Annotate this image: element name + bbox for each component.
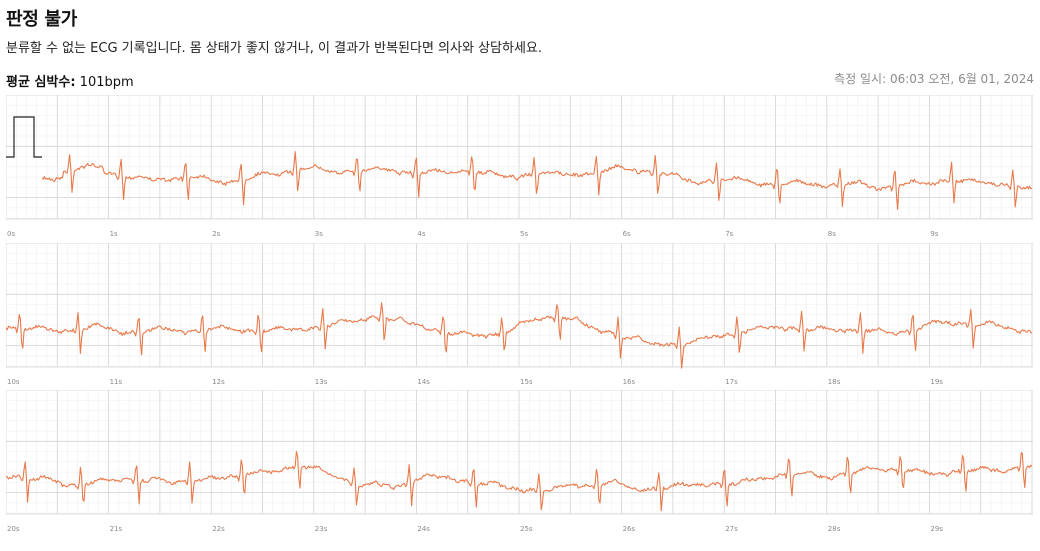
ecg-strip-1: 0s 1s 2s 3s 4s 5s 6s 7s 8s 9s — [6, 95, 1033, 247]
time-tick-label: 29s — [930, 525, 943, 533]
ecg-strip-2: 10s 11s 12s 13s 14s 15s 16s 17s 18s 19s — [6, 243, 1033, 395]
calibration-pulse — [6, 116, 42, 158]
time-tick-label: 9s — [930, 230, 938, 238]
time-tick-label: 22s — [212, 525, 225, 533]
result-description: 분류할 수 없는 ECG 기록입니다. 몸 상태가 좋지 않거나, 이 결과가 … — [6, 41, 543, 56]
ecg-trace — [41, 151, 1033, 210]
time-tick-label: 14s — [417, 378, 430, 386]
time-tick-label: 13s — [315, 378, 328, 386]
time-tick-label: 20s — [7, 525, 20, 533]
time-tick-label: 8s — [828, 230, 836, 238]
time-tick-label: 16s — [623, 378, 636, 386]
time-tick-label: 26s — [623, 525, 636, 533]
ecg-grid — [6, 95, 1033, 220]
ecg-strip-1-svg: 0s 1s 2s 3s 4s 5s 6s 7s 8s 9s — [6, 95, 1033, 238]
time-tick-label: 0s — [7, 230, 15, 238]
time-tick-label: 10s — [7, 378, 20, 386]
time-tick-label: 12s — [212, 378, 225, 386]
ecg-grid — [6, 243, 1033, 368]
ecg-strip-3-svg: 20s 21s 22s 23s 24s 25s 26s 27s 28s 29s — [6, 390, 1033, 533]
heart-rate-label: 평균 심박수: — [6, 75, 76, 90]
time-tick-label: 18s — [828, 378, 841, 386]
time-tick-label: 23s — [315, 525, 328, 533]
ecg-grid — [6, 390, 1033, 515]
time-tick-label: 11s — [110, 378, 123, 386]
ecg-trace — [6, 302, 1033, 369]
time-tick-label: 19s — [930, 378, 943, 386]
time-tick-label: 3s — [315, 230, 323, 238]
heart-rate-value: 101bpm — [79, 75, 134, 90]
ecg-strip-3: 20s 21s 22s 23s 24s 25s 26s 27s 28s 29s — [6, 390, 1033, 542]
time-tick-label: 21s — [110, 525, 123, 533]
time-tick-label: 28s — [828, 525, 841, 533]
time-tick-label: 7s — [725, 230, 733, 238]
time-tick-label: 6s — [623, 230, 631, 238]
time-tick-label: 15s — [520, 378, 533, 386]
page-title: 판정 불가 — [6, 9, 78, 30]
time-tick-label: 17s — [725, 378, 738, 386]
ecg-trace — [6, 450, 1033, 512]
time-tick-label: 24s — [417, 525, 430, 533]
time-tick-label: 1s — [110, 230, 118, 238]
recorded-at: 측정 일시: 06:03 오전, 6월 01, 2024 — [834, 72, 1034, 86]
time-tick-label: 5s — [520, 230, 528, 238]
average-heart-rate: 평균 심박수: 101bpm — [6, 71, 134, 90]
ecg-strip-2-svg: 10s 11s 12s 13s 14s 15s 16s 17s 18s 19s — [6, 243, 1033, 386]
time-tick-label: 2s — [212, 230, 220, 238]
time-tick-label: 25s — [520, 525, 533, 533]
time-tick-label: 27s — [725, 525, 738, 533]
time-tick-label: 4s — [417, 230, 425, 238]
